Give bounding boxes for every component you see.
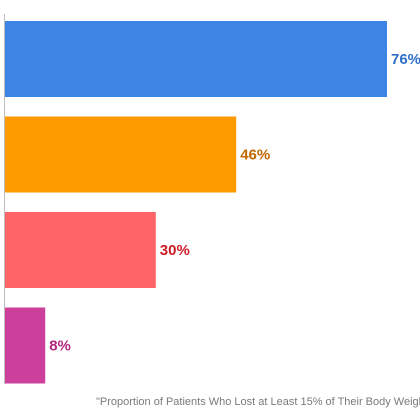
bar-value-label-3: 30% [160,242,190,259]
bar-3 [5,212,156,288]
bars-group: 76% 46% 30% 8% [5,21,420,384]
bar-4 [5,307,46,384]
bar-1 [5,21,387,97]
bar-value-label-2: 46% [240,147,270,164]
bar-value-label-1: 76% [391,51,420,68]
chart-caption: "Proportion of Patients Who Lost at Leas… [96,396,420,408]
bar-2 [5,116,237,193]
bar-value-label-4: 8% [49,338,71,355]
